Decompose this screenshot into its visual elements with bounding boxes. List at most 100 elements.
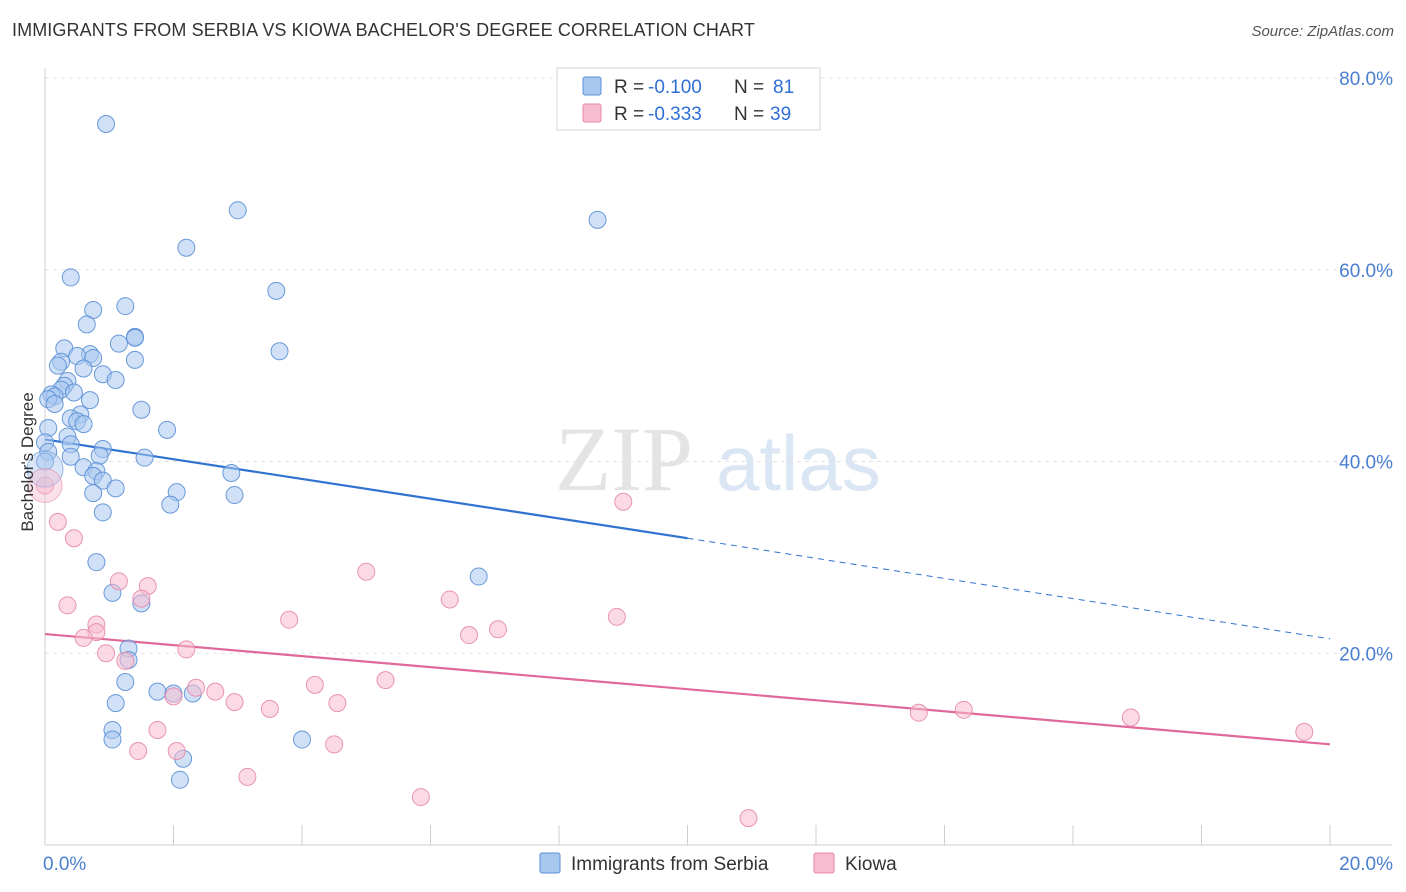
watermark: ZIP atlas [555, 408, 881, 510]
kiowa-point [186, 678, 205, 697]
serbia-trend-extension [687, 537, 1331, 640]
kiowa-point [260, 699, 279, 718]
serbia-point [158, 420, 177, 439]
kiowa-trend-line [44, 632, 1331, 746]
kiowa-point [280, 610, 299, 629]
stats-row-kiowa: R = -0.333 N = 39 [614, 104, 791, 125]
stats-n-label: N = [734, 104, 769, 125]
stats-n-value: 81 [773, 77, 794, 98]
kiowa-point [48, 512, 67, 531]
kiowa-point [74, 628, 93, 647]
serbia-point [45, 394, 64, 413]
serbia-point [225, 486, 244, 505]
serbia-point [177, 238, 196, 257]
kiowa-point [177, 640, 196, 659]
stats-r-label: R = [614, 104, 649, 125]
y-tick-label: 80.0% [1339, 69, 1393, 90]
serbia-point [48, 356, 67, 375]
watermark-atlas: atlas [716, 419, 881, 507]
serbia-point [267, 281, 286, 300]
serbia-point [222, 464, 241, 483]
kiowa-point [58, 596, 77, 615]
serbia-point [293, 730, 311, 749]
serbia-point [26, 450, 64, 488]
serbia-point [106, 694, 125, 713]
kiowa-point [325, 735, 344, 754]
serbia-point [84, 484, 103, 503]
stats-n-value: 39 [770, 104, 791, 125]
serbia-point [36, 452, 54, 471]
kiowa-point [357, 562, 376, 581]
grid-lines [45, 77, 1392, 654]
kiowa-point [607, 607, 626, 626]
stats-r-value: -0.100 [648, 77, 702, 98]
kiowa-point [305, 675, 324, 694]
serbia-point [61, 268, 80, 287]
serbia-point [135, 448, 154, 467]
stats-n-label: N = [734, 77, 769, 98]
kiowa-point [238, 767, 257, 786]
kiowa-point [488, 620, 507, 639]
legend-swatch-kiowa [813, 852, 835, 874]
serbia-point [74, 359, 93, 378]
y-tick-labels: 20.0% 40.0% 60.0% 80.0% [1339, 69, 1393, 665]
serbia-point [161, 495, 180, 514]
chart-source: Source: ZipAtlas.com [1251, 23, 1394, 40]
kiowa-point [97, 644, 116, 663]
serbia-point [97, 115, 116, 134]
legend-label-serbia: Immigrants from Serbia [571, 854, 769, 875]
serbia-point [270, 342, 289, 361]
serbia-point [74, 415, 93, 434]
serbia-point [106, 479, 125, 498]
legend-label-kiowa: Kiowa [845, 854, 897, 875]
serbia-point [125, 328, 144, 347]
stats-r-label: R = [614, 77, 649, 98]
kiowa-point [206, 682, 225, 701]
legend-swatch-serbia [539, 852, 561, 874]
kiowa-point [739, 809, 758, 828]
kiowa-point [376, 671, 395, 690]
serbia-point [80, 391, 99, 410]
kiowa-point [116, 651, 135, 670]
y-tick-label: 40.0% [1339, 453, 1393, 474]
kiowa-point [411, 788, 430, 807]
kiowa-point [328, 694, 347, 713]
kiowa-point [132, 589, 151, 608]
stats-swatch-serbia [582, 76, 602, 96]
chart-title: IMMIGRANTS FROM SERBIA VS KIOWA BACHELOR… [12, 20, 755, 40]
x-tick-label: 20.0% [1339, 854, 1393, 875]
kiowa-point [164, 687, 183, 706]
x-tick-label: 0.0% [43, 854, 86, 875]
serbia-point [132, 400, 151, 419]
stats-row-serbia: R = -0.100 N = 81 [614, 77, 794, 98]
kiowa-point [614, 492, 633, 511]
series-legend: Immigrants from Serbia Kiowa [539, 852, 897, 875]
kiowa-point [167, 742, 186, 761]
kiowa-point [27, 467, 63, 503]
x-tick-labels: 0.0% 20.0% [43, 854, 1393, 875]
serbia-point [116, 673, 135, 692]
kiowa-point [64, 529, 83, 548]
y-axis-label: Bachelor's Degree [18, 392, 37, 531]
serbia-point [116, 297, 135, 316]
kiowa-point [909, 703, 928, 722]
stats-r-value: -0.333 [648, 104, 702, 125]
serbia-point [125, 350, 144, 369]
kiowa-point [440, 590, 459, 609]
serbia-point [77, 315, 96, 334]
data-points [26, 115, 1314, 828]
kiowa-point [460, 626, 479, 645]
kiowa-point [225, 693, 244, 712]
serbia-point [469, 567, 488, 586]
serbia-point [93, 503, 112, 522]
serbia-point [64, 383, 83, 402]
kiowa-point [109, 572, 128, 591]
kiowa-point [129, 742, 148, 761]
y-tick-label: 20.0% [1339, 644, 1393, 665]
serbia-point [106, 371, 125, 390]
serbia-point [228, 201, 247, 220]
y-tick-label: 60.0% [1339, 261, 1393, 282]
serbia-point [170, 770, 189, 789]
